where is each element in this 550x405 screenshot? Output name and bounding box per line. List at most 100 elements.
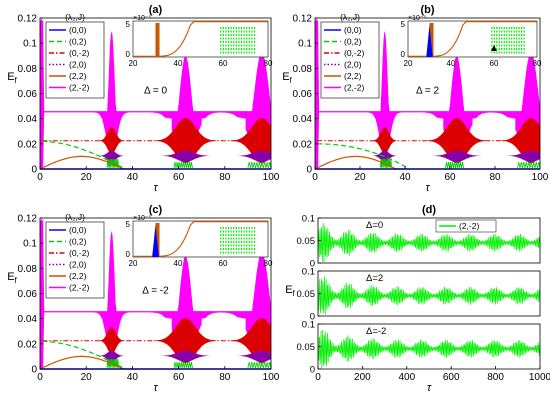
band-gap	[319, 116, 376, 135]
y-tick-label: 0.05	[297, 289, 316, 300]
x-tick-label: 20	[354, 172, 366, 183]
series-0-2-burst	[247, 161, 272, 169]
legend-entry: (0,-2)	[344, 48, 364, 58]
legend-entry: (2,-2)	[69, 83, 89, 93]
series-0-m2-band	[42, 118, 271, 164]
band-gap	[123, 146, 172, 153]
legend-box	[435, 219, 497, 233]
series-2-m2-spike	[40, 19, 44, 170]
series-2-m2-spike	[315, 19, 319, 170]
y-tick-label: 0.06	[293, 89, 313, 100]
x-tick-label: 0	[37, 172, 43, 183]
y-tick-label: 0.02	[293, 139, 313, 150]
x-axis-label: τ	[427, 382, 432, 394]
inset-y-tick-label: 0	[126, 50, 131, 59]
inset-exponent: ×10⁻⁵	[133, 215, 152, 222]
legend-entry: (0,-2)	[69, 48, 89, 58]
band-gap	[472, 116, 516, 135]
x-tick-label: 80	[219, 172, 231, 183]
series-0-2-burst	[379, 158, 392, 168]
inset-y-tick-label: 0	[126, 250, 131, 259]
series-0-2-burst	[445, 161, 464, 169]
inset: 20 40 60 80 0 5×10⁻⁵	[126, 215, 273, 268]
series-2-m2-line	[317, 222, 541, 263]
band-gap	[123, 316, 172, 335]
band-gap	[123, 116, 172, 135]
subplot-2: 0 0.05 0.1 Δ=2	[297, 267, 541, 323]
x-axis-label: τ	[153, 382, 158, 394]
inset-y-tick-label: 5	[126, 20, 131, 29]
x-tick-label: 40	[399, 172, 411, 183]
band-gap	[201, 316, 246, 335]
delta-annotation: Δ = 2	[416, 86, 440, 97]
x-tick-label: 800	[487, 372, 504, 383]
series-0-2-burst	[247, 361, 272, 369]
inset-exponent: ×10⁻⁵	[408, 15, 427, 22]
x-tick-label: 0	[37, 372, 43, 383]
series-0-2-burst	[173, 361, 193, 369]
y-tick-label: 0.1	[302, 214, 315, 225]
inset-y-tick-label: 5	[126, 220, 131, 229]
y-tick-label: 0	[306, 165, 312, 176]
delta-annotation: Δ=2	[366, 273, 383, 284]
legend-title: (λ₂,J)	[340, 12, 360, 22]
x-tick-label: 200	[354, 372, 371, 383]
y-tick-label: 0	[31, 165, 37, 176]
inset: 20 40 60 80 0 5×10⁻⁵	[401, 15, 542, 68]
inset-x-tick-label: 60	[490, 59, 499, 68]
inset-x-tick-label: 20	[404, 59, 413, 68]
x-tick-label: 1000	[529, 372, 550, 383]
legend-entry: (2,2)	[69, 71, 87, 81]
band-gap	[44, 316, 103, 335]
legend-box	[320, 21, 380, 99]
y-tick-label: 0.12	[18, 214, 38, 225]
legend-entry: (0,0)	[69, 25, 87, 35]
inset-marker	[491, 45, 497, 51]
series-2-m2-line	[317, 329, 541, 369]
legend-entry: (0,0)	[69, 225, 87, 235]
x-tick-label: 100	[532, 172, 549, 183]
inset-y-tick-label: 0	[401, 50, 406, 59]
band-gap	[201, 346, 246, 353]
x-tick-label: 80	[219, 372, 231, 383]
inset-orange-band	[155, 23, 160, 57]
band-gap	[319, 146, 376, 153]
legend-entry: (0,0)	[344, 25, 362, 35]
x-tick-label: 600	[443, 372, 460, 383]
legend-title: (λ₂,J)	[65, 12, 85, 22]
panel-label: (c)	[149, 204, 163, 216]
inset-orange-band	[429, 23, 434, 57]
band-gap	[44, 146, 103, 153]
y-tick-label: 0.02	[18, 139, 38, 150]
inset: 20 40 60 80 0 5×10⁻⁵	[126, 15, 273, 68]
inset-x-tick-label: 60	[219, 259, 228, 268]
legend-entry: (2,-2)	[69, 283, 89, 293]
legend-box	[45, 221, 105, 299]
x-tick-label: 80	[489, 172, 501, 183]
band-gap	[44, 346, 103, 353]
y-tick-label: 0.04	[18, 314, 38, 325]
x-axis-label: τ	[153, 182, 158, 194]
x-tick-label: 100	[263, 172, 280, 183]
band-gap	[44, 116, 103, 135]
legend-title: (λ₂,J)	[65, 212, 85, 222]
series-0-2-burst	[106, 158, 119, 168]
inset-x-tick-label: 80	[264, 59, 273, 68]
y-axis-label: Ef	[282, 71, 292, 85]
y-tick-label: 0.1	[23, 39, 37, 50]
band-gap	[396, 116, 444, 135]
legend-entry: (0,-2)	[69, 248, 89, 258]
panel-d: (d) 0 0.05 0.1 Δ=0 (2,-2) 0 0.05 0.1 Δ=2 0 0.05 0.1 Δ…	[285, 204, 550, 394]
inset-x-tick-label: 60	[219, 59, 228, 68]
series-0-2-burst	[106, 358, 119, 368]
y-tick-label: 0.1	[302, 267, 315, 278]
y-axis-label: Ef	[285, 284, 295, 298]
panel-a: (a)0 20 40 60 80 10000.020.040.060.080.10.12τ…	[7, 4, 280, 194]
x-tick-label: 100	[263, 372, 280, 383]
legend-entry: (2,0)	[69, 60, 87, 70]
x-tick-label: 20	[81, 372, 93, 383]
legend-entry: (2,0)	[344, 60, 362, 70]
y-tick-label: 0.1	[302, 320, 315, 331]
legend-entry: (2,2)	[344, 71, 362, 81]
